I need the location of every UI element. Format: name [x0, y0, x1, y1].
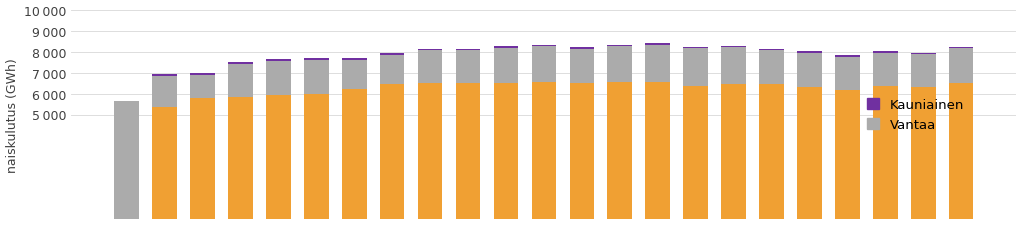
- Bar: [531, 83, 556, 219]
- Bar: [948, 47, 974, 49]
- Bar: [190, 74, 215, 75]
- Bar: [645, 44, 670, 45]
- Bar: [494, 49, 518, 84]
- Bar: [835, 56, 860, 58]
- Bar: [948, 49, 974, 84]
- Bar: [342, 90, 367, 219]
- Bar: [380, 54, 405, 55]
- Bar: [494, 47, 518, 49]
- Bar: [948, 84, 974, 219]
- Bar: [531, 45, 556, 47]
- Bar: [342, 59, 367, 61]
- Bar: [569, 84, 594, 219]
- Bar: [645, 83, 670, 219]
- Bar: [152, 75, 177, 76]
- Bar: [152, 76, 177, 108]
- Bar: [342, 61, 367, 90]
- Bar: [684, 87, 708, 219]
- Bar: [835, 58, 860, 91]
- Bar: [266, 60, 290, 62]
- Bar: [494, 84, 518, 219]
- Bar: [722, 85, 746, 219]
- Bar: [190, 98, 215, 219]
- Bar: [304, 59, 329, 61]
- Bar: [873, 53, 897, 87]
- Bar: [152, 108, 177, 219]
- Bar: [456, 84, 480, 219]
- Bar: [569, 48, 594, 50]
- Bar: [228, 63, 252, 65]
- Bar: [797, 52, 822, 53]
- Bar: [266, 95, 290, 219]
- Bar: [304, 61, 329, 94]
- Bar: [722, 46, 746, 48]
- Bar: [456, 51, 480, 84]
- Bar: [684, 49, 708, 87]
- Bar: [911, 55, 935, 88]
- Bar: [684, 47, 708, 49]
- Bar: [759, 85, 784, 219]
- Bar: [456, 50, 480, 51]
- Bar: [607, 45, 632, 47]
- Bar: [911, 88, 935, 219]
- Bar: [607, 83, 632, 219]
- Bar: [531, 47, 556, 83]
- Bar: [418, 51, 443, 84]
- Bar: [873, 87, 897, 219]
- Bar: [190, 75, 215, 98]
- Legend: Kauniainen, Vantaa: Kauniainen, Vantaa: [867, 99, 964, 131]
- Bar: [797, 88, 822, 219]
- Bar: [873, 52, 897, 53]
- Bar: [418, 84, 443, 219]
- Bar: [114, 102, 139, 219]
- Bar: [569, 50, 594, 84]
- Bar: [911, 54, 935, 55]
- Bar: [645, 45, 670, 83]
- Bar: [380, 55, 405, 85]
- Bar: [835, 91, 860, 219]
- Bar: [418, 50, 443, 51]
- Bar: [722, 48, 746, 85]
- Bar: [380, 85, 405, 219]
- Bar: [607, 47, 632, 83]
- Bar: [228, 65, 252, 97]
- Bar: [304, 94, 329, 219]
- Bar: [266, 62, 290, 95]
- Y-axis label: naiskulutus (GWh): naiskulutus (GWh): [5, 58, 18, 172]
- Bar: [228, 97, 252, 219]
- Bar: [797, 53, 822, 88]
- Bar: [759, 51, 784, 85]
- Bar: [759, 50, 784, 51]
